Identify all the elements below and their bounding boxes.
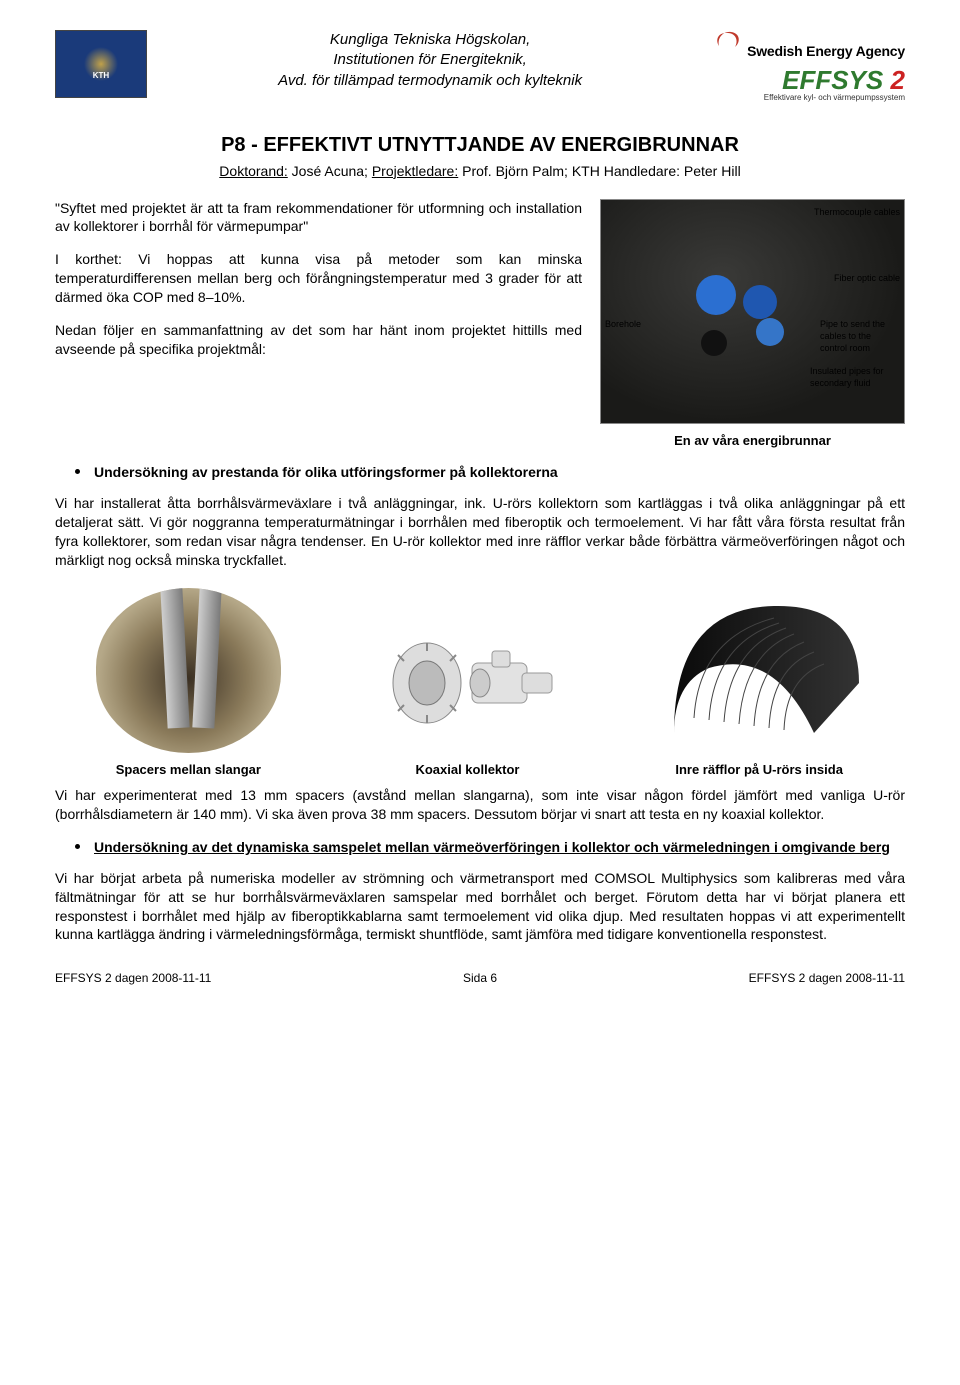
intro-section: "Syftet med projektet är att ta fram rek… <box>55 199 905 450</box>
kth-emblem-icon <box>77 40 125 88</box>
body-p3: Vi har börjat arbeta på numeriska modell… <box>55 869 905 945</box>
coaxial-collector-diagram <box>362 613 572 753</box>
label-borehole: Borehole <box>605 318 641 330</box>
bullet-1: Undersökning av prestanda för olika utfö… <box>75 463 905 482</box>
institution-heading: Kungliga Tekniska Högskolan, Institution… <box>278 30 582 91</box>
image-row: Spacers mellan slangar Koaxial kollektor <box>55 588 905 779</box>
effsys-number: 2 <box>891 65 905 95</box>
effsys-logo: EFFSYS 2 <box>713 67 905 93</box>
swedish-energy-agency-logo: Swedish Energy Agency <box>713 30 905 61</box>
groove-arc-icon <box>654 588 864 753</box>
bullet-1-text: Undersökning av prestanda för olika utfö… <box>94 463 558 482</box>
byline-role-1: Doktorand: <box>219 163 287 179</box>
bullet-2: Undersökning av det dynamiska samspelet … <box>75 838 905 857</box>
intro-p1: "Syftet med projektet är att ta fram rek… <box>55 199 582 237</box>
sea-text: Swedish Energy Agency <box>747 43 905 59</box>
byline-name-1: José Acuna; <box>288 163 372 179</box>
body-p1: Vi har installerat åtta borrhålsvärmeväx… <box>55 494 905 570</box>
label-insulated: Insulated pipes for secondary fluid <box>810 365 900 389</box>
figure-caption: En av våra energibrunnar <box>600 432 905 450</box>
borehole-photo: Thermocouple cables Fiber optic cable Bo… <box>600 199 905 424</box>
page-footer: EFFSYS 2 dagen 2008-11-11 Sida 6 EFFSYS … <box>55 970 905 986</box>
byline: Doktorand: José Acuna; Projektledare: Pr… <box>55 162 905 181</box>
caption-2: Koaxial kollektor <box>362 761 572 779</box>
pipe-fitting-icon <box>756 318 784 346</box>
pipe-fitting-icon <box>696 275 736 315</box>
bullet-icon <box>75 469 80 474</box>
kth-logo <box>55 30 147 98</box>
inner-grooves-render <box>654 588 864 753</box>
label-thermocouple: Thermocouple cables <box>814 206 900 218</box>
caption-3: Inre räfflor på U-rörs insida <box>654 761 864 779</box>
borehole-opening-icon <box>701 330 727 356</box>
page-header: Kungliga Tekniska Högskolan, Institution… <box>55 30 905 104</box>
intro-figure-column: Thermocouple cables Fiber optic cable Bo… <box>600 199 905 450</box>
image-cell-1: Spacers mellan slangar <box>96 588 281 779</box>
caption-1: Spacers mellan slangar <box>96 761 281 779</box>
effsys-main: EFFSYS <box>782 65 883 95</box>
effsys-subtitle: Effektivare kyl- och värmepumpssystem <box>713 93 905 104</box>
bullet-2-text: Undersökning av det dynamiska samspelet … <box>94 838 890 857</box>
inst-line-3: Avd. för tillämpad termodynamik och kylt… <box>278 71 582 91</box>
intro-p3: Nedan följer en sammanfattning av det so… <box>55 321 582 359</box>
byline-role-2: Projektledare: <box>372 163 458 179</box>
inst-line-2: Institutionen för Energiteknik, <box>278 50 582 70</box>
sponsor-logos: Swedish Energy Agency EFFSYS 2 Effektiva… <box>713 30 905 104</box>
label-fiber: Fiber optic cable <box>834 272 900 284</box>
byline-name-2: Prof. Björn Palm; KTH Handledare: Peter … <box>458 163 740 179</box>
body-p2: Vi har experimenterat med 13 mm spacers … <box>55 786 905 824</box>
pipe-fitting-icon <box>743 285 777 319</box>
spacers-photo <box>96 588 281 753</box>
coaxial-icon <box>362 613 572 753</box>
intro-p2: I korthet: Vi hoppas att kunna visa på m… <box>55 250 582 307</box>
document-title: P8 - EFFEKTIVT UTNYTTJANDE AV ENERGIBRUN… <box>55 132 905 159</box>
intro-text-column: "Syftet med projektet är att ta fram rek… <box>55 199 582 450</box>
footer-right: EFFSYS 2 dagen 2008-11-11 <box>749 970 905 986</box>
bullet-icon <box>75 844 80 849</box>
image-cell-3: Inre räfflor på U-rörs insida <box>654 588 864 779</box>
footer-left: EFFSYS 2 dagen 2008-11-11 <box>55 970 211 986</box>
image-cell-2: Koaxial kollektor <box>362 613 572 779</box>
footer-center: Sida 6 <box>463 970 497 986</box>
swirl-icon <box>713 30 743 56</box>
inst-line-1: Kungliga Tekniska Högskolan, <box>278 30 582 50</box>
label-pipe: Pipe to send the cables to the control r… <box>820 318 900 354</box>
